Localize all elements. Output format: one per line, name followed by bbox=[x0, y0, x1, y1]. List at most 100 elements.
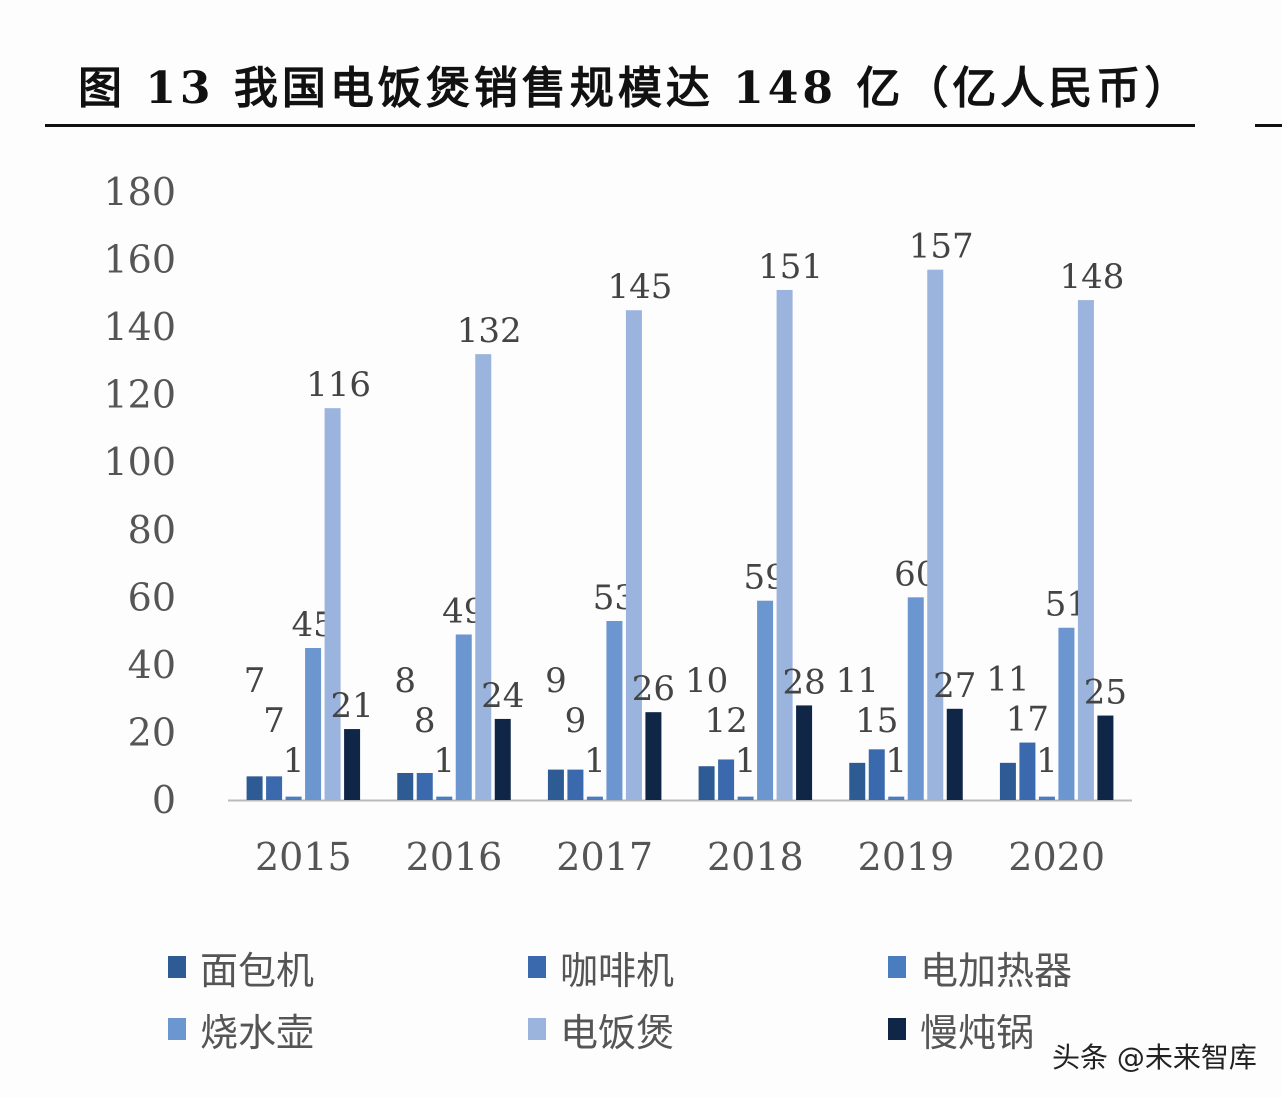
legend-swatch-烧水壶 bbox=[168, 1018, 186, 1040]
data-label: 1 bbox=[735, 741, 757, 781]
bar-面包机-2017 bbox=[547, 769, 564, 800]
y-tick-label: 20 bbox=[128, 710, 176, 754]
bar-电饭煲-2019 bbox=[927, 269, 944, 800]
bar-面包机-2020 bbox=[999, 762, 1016, 800]
legend-swatch-面包机 bbox=[168, 956, 186, 978]
bar-电饭煲-2015 bbox=[324, 408, 341, 800]
data-label: 1 bbox=[885, 741, 907, 781]
legend-label: 慢炖锅 bbox=[920, 1011, 1034, 1055]
data-label: 132 bbox=[457, 311, 522, 351]
data-label: 1 bbox=[283, 741, 305, 781]
x-tick-label: 2017 bbox=[556, 835, 653, 879]
y-tick-label: 40 bbox=[128, 643, 176, 687]
data-label: 7 bbox=[244, 661, 266, 701]
y-tick-label: 120 bbox=[103, 373, 176, 417]
bar-烧水壶-2020 bbox=[1058, 627, 1075, 800]
bar-烧水壶-2016 bbox=[455, 634, 472, 800]
bar-面包机-2019 bbox=[849, 762, 866, 800]
legend-label: 面包机 bbox=[200, 949, 314, 993]
data-label: 9 bbox=[565, 701, 587, 741]
data-label: 9 bbox=[545, 661, 567, 701]
bar-慢炖锅-2020 bbox=[1097, 715, 1114, 800]
data-label: 1 bbox=[433, 741, 455, 781]
bar-咖啡机-2019 bbox=[868, 749, 885, 800]
x-tick-label: 2016 bbox=[406, 835, 503, 879]
legend-label: 咖啡机 bbox=[560, 949, 674, 993]
bar-电饭煲-2017 bbox=[625, 310, 642, 800]
bar-电饭煲-2016 bbox=[475, 354, 492, 800]
bar-电加热器-2019 bbox=[888, 796, 905, 800]
bar-面包机-2018 bbox=[698, 766, 715, 800]
x-tick-label: 2019 bbox=[858, 835, 955, 879]
legend-label: 电加热器 bbox=[920, 949, 1072, 993]
y-tick-label: 80 bbox=[128, 508, 176, 552]
data-label: 1 bbox=[584, 741, 606, 781]
bar-电加热器-2016 bbox=[436, 796, 453, 800]
bar-电加热器-2018 bbox=[737, 796, 754, 800]
legend-swatch-慢炖锅 bbox=[888, 1018, 906, 1040]
data-label: 28 bbox=[782, 662, 825, 702]
bar-咖啡机-2020 bbox=[1019, 742, 1036, 800]
data-label: 151 bbox=[758, 247, 823, 287]
bar-咖啡机-2015 bbox=[266, 776, 283, 800]
data-label: 145 bbox=[607, 267, 672, 307]
bar-烧水壶-2019 bbox=[907, 597, 924, 800]
chart-title: 图 13 我国电饭煲销售规模达 148 亿（亿人民币） bbox=[78, 63, 1193, 114]
data-label: 7 bbox=[263, 701, 285, 741]
bar-慢炖锅-2015 bbox=[344, 729, 361, 800]
data-label: 15 bbox=[855, 701, 898, 741]
data-label: 10 bbox=[685, 661, 728, 701]
data-label: 27 bbox=[933, 666, 976, 706]
legend-label: 烧水壶 bbox=[200, 1011, 314, 1055]
legend-swatch-咖啡机 bbox=[528, 956, 546, 978]
legend-swatch-电饭煲 bbox=[528, 1018, 546, 1040]
x-tick-label: 2018 bbox=[707, 835, 804, 879]
y-tick-label: 160 bbox=[103, 238, 176, 282]
bar-电加热器-2017 bbox=[586, 796, 603, 800]
bar-电饭煲-2018 bbox=[776, 289, 793, 800]
title-rule-end bbox=[1255, 124, 1282, 127]
data-label: 11 bbox=[986, 660, 1029, 700]
bar-慢炖锅-2018 bbox=[796, 705, 813, 800]
x-tick-label: 2020 bbox=[1008, 835, 1105, 879]
bar-电加热器-2020 bbox=[1038, 796, 1055, 800]
bar-慢炖锅-2019 bbox=[946, 708, 963, 800]
data-label: 11 bbox=[836, 661, 879, 701]
bar-咖啡机-2016 bbox=[416, 772, 433, 800]
data-label: 8 bbox=[414, 701, 436, 741]
data-label: 24 bbox=[481, 676, 524, 716]
data-label: 157 bbox=[909, 227, 974, 267]
bar-烧水壶-2018 bbox=[757, 600, 774, 800]
bar-慢炖锅-2017 bbox=[645, 712, 662, 800]
data-label: 8 bbox=[394, 661, 416, 701]
data-label: 17 bbox=[1006, 700, 1049, 740]
y-tick-label: 0 bbox=[152, 778, 176, 822]
bar-咖啡机-2018 bbox=[718, 759, 735, 800]
bar-电饭煲-2020 bbox=[1077, 300, 1094, 800]
data-label: 26 bbox=[632, 669, 675, 709]
bar-面包机-2016 bbox=[397, 772, 414, 800]
bar-电加热器-2015 bbox=[285, 796, 302, 800]
y-tick-label: 100 bbox=[103, 440, 176, 484]
data-label: 1 bbox=[1036, 741, 1058, 781]
data-label: 25 bbox=[1084, 673, 1127, 713]
legend-label: 电饭煲 bbox=[560, 1011, 674, 1055]
data-label: 12 bbox=[704, 701, 747, 741]
y-tick-label: 140 bbox=[103, 305, 176, 349]
watermark: 头条 @未来智库 bbox=[1052, 1041, 1257, 1074]
x-tick-label: 2015 bbox=[255, 835, 352, 879]
legend-swatch-电加热器 bbox=[888, 956, 906, 978]
data-label: 21 bbox=[330, 686, 373, 726]
data-label: 148 bbox=[1059, 257, 1124, 297]
y-tick-label: 60 bbox=[128, 575, 176, 619]
data-label: 116 bbox=[306, 365, 371, 405]
bar-烧水壶-2017 bbox=[606, 620, 623, 800]
bar-烧水壶-2015 bbox=[305, 648, 322, 800]
bar-面包机-2015 bbox=[246, 776, 263, 800]
bar-咖啡机-2017 bbox=[567, 769, 584, 800]
bar-慢炖锅-2016 bbox=[494, 718, 511, 800]
y-tick-label: 180 bbox=[103, 170, 176, 214]
title-rule bbox=[45, 124, 1195, 127]
